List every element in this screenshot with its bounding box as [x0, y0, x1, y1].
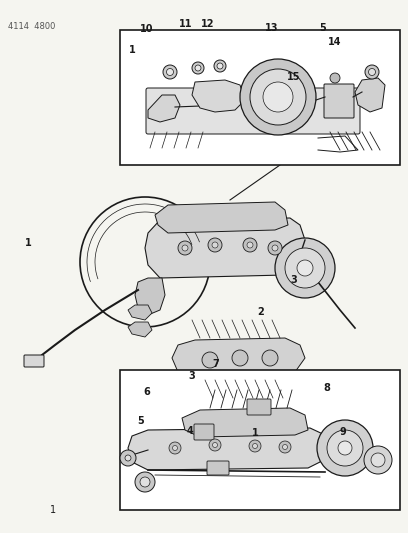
Text: 2: 2	[258, 307, 264, 317]
Text: 1: 1	[252, 429, 258, 438]
Polygon shape	[128, 428, 330, 470]
Circle shape	[364, 446, 392, 474]
Bar	[120, 370, 400, 510]
Polygon shape	[355, 78, 385, 112]
Circle shape	[135, 472, 155, 492]
Circle shape	[327, 430, 363, 466]
Polygon shape	[135, 278, 165, 315]
Circle shape	[195, 65, 201, 71]
Circle shape	[371, 453, 385, 467]
Circle shape	[178, 241, 192, 255]
Polygon shape	[128, 305, 152, 320]
Circle shape	[330, 73, 340, 83]
Polygon shape	[192, 80, 245, 112]
Polygon shape	[148, 95, 180, 122]
Circle shape	[173, 446, 177, 450]
Circle shape	[212, 242, 218, 248]
Circle shape	[285, 248, 325, 288]
FancyBboxPatch shape	[207, 461, 229, 475]
FancyBboxPatch shape	[194, 424, 214, 440]
Circle shape	[182, 245, 188, 251]
Polygon shape	[128, 322, 152, 337]
Text: 1: 1	[129, 45, 136, 55]
Circle shape	[217, 63, 223, 69]
Text: 9: 9	[339, 427, 346, 437]
FancyBboxPatch shape	[24, 355, 44, 367]
FancyBboxPatch shape	[324, 84, 354, 118]
Text: 5: 5	[137, 416, 144, 426]
Circle shape	[268, 241, 282, 255]
Text: 11: 11	[179, 19, 193, 29]
Text: 1: 1	[25, 238, 32, 248]
Text: 3: 3	[188, 371, 195, 381]
Circle shape	[209, 439, 221, 451]
Circle shape	[169, 442, 181, 454]
Circle shape	[338, 441, 352, 455]
Circle shape	[192, 62, 204, 74]
Circle shape	[249, 440, 261, 452]
Circle shape	[317, 420, 373, 476]
Circle shape	[140, 477, 150, 487]
Circle shape	[120, 450, 136, 466]
Circle shape	[213, 442, 217, 448]
Circle shape	[163, 65, 177, 79]
Circle shape	[368, 69, 375, 76]
FancyBboxPatch shape	[146, 88, 360, 134]
Text: 4114  4800: 4114 4800	[8, 22, 55, 31]
Polygon shape	[155, 202, 288, 233]
Circle shape	[279, 441, 291, 453]
Circle shape	[243, 238, 257, 252]
Text: 6: 6	[144, 387, 150, 397]
Text: 1: 1	[50, 505, 56, 515]
Text: 4: 4	[186, 426, 193, 435]
Text: 10: 10	[140, 25, 154, 34]
Text: 5: 5	[319, 23, 326, 33]
Circle shape	[125, 455, 131, 461]
Circle shape	[275, 238, 335, 298]
Circle shape	[214, 60, 226, 72]
Text: 15: 15	[287, 72, 301, 82]
Circle shape	[208, 238, 222, 252]
Circle shape	[202, 352, 218, 368]
Circle shape	[365, 65, 379, 79]
Circle shape	[250, 69, 306, 125]
Circle shape	[262, 350, 278, 366]
Text: 12: 12	[201, 19, 215, 29]
Text: 7: 7	[213, 359, 220, 368]
FancyBboxPatch shape	[247, 399, 271, 415]
Text: 14: 14	[328, 37, 341, 46]
Circle shape	[247, 242, 253, 248]
Circle shape	[272, 245, 278, 251]
Circle shape	[240, 59, 316, 135]
Polygon shape	[172, 338, 305, 380]
Bar	[120, 30, 400, 165]
Circle shape	[263, 82, 293, 112]
Polygon shape	[145, 218, 305, 278]
Circle shape	[253, 443, 257, 448]
Circle shape	[232, 350, 248, 366]
Circle shape	[166, 69, 173, 76]
Text: 13: 13	[264, 23, 278, 33]
Circle shape	[282, 445, 288, 449]
Text: 8: 8	[323, 383, 330, 393]
Polygon shape	[182, 408, 308, 437]
Text: 3: 3	[290, 275, 297, 285]
Circle shape	[297, 260, 313, 276]
